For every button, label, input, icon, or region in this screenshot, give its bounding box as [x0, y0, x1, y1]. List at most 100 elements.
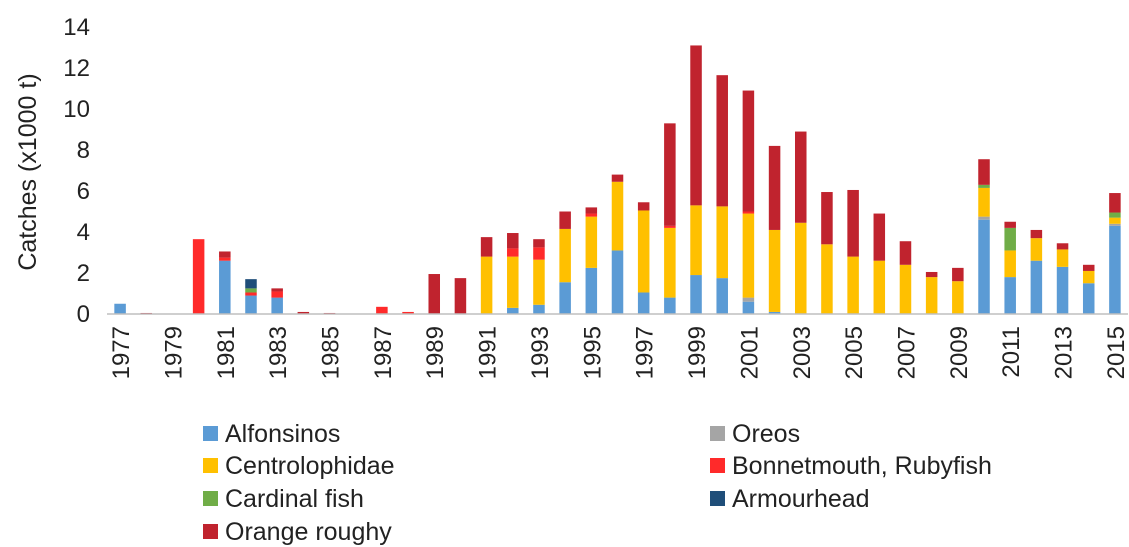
legend-item-alfonsinos: Alfonsinos — [203, 420, 340, 448]
legend-swatch — [710, 458, 725, 473]
bar-segment-orange-roughy — [611, 174, 624, 182]
bar-segment-bonnetmouth-rubyfish — [402, 311, 414, 314]
bar-segment-orange-roughy — [1030, 229, 1043, 239]
legend: Alfonsinos Centrolophidae Cardinal fish Ora… — [203, 420, 992, 546]
bar-segment-alfonsinos — [716, 278, 728, 314]
y-tick-label: 6 — [77, 178, 90, 205]
bar-segment-orange-roughy — [821, 192, 833, 245]
bar-segment-orange-roughy — [768, 145, 781, 230]
x-axis-ticks: 1977 1979 1981 1983 1985 1987 1989 1991 1993 1995… — [108, 326, 1129, 379]
bar-segment-orange-roughy — [847, 189, 859, 257]
bar-segment-centrolophidae — [585, 216, 598, 268]
bar-segment-centrolophidae — [1004, 250, 1016, 278]
legend-label: Orange roughy — [225, 518, 392, 546]
x-tick-label: 1993 — [527, 326, 554, 379]
y-axis-ticks: 0 2 4 6 8 10 12 14 — [63, 14, 90, 328]
bar-segment-alfonsinos — [271, 297, 283, 314]
y-axis-label: Catches (x1000 t) — [14, 73, 42, 270]
y-tick-label: 0 — [77, 301, 90, 328]
bar-segment-orange-roughy — [1109, 193, 1121, 213]
bar-segment-orange-roughy — [899, 241, 912, 265]
x-tick-label: 1989 — [422, 326, 449, 379]
bar-segment-orange-roughy — [1004, 221, 1016, 228]
legend-label: Armourhead — [732, 485, 870, 513]
bar-segment-alfonsinos — [1056, 266, 1069, 314]
bar-segment-centrolophidae — [1030, 238, 1043, 261]
legend-swatch — [710, 491, 725, 506]
bar-segment-alfonsinos — [690, 275, 702, 314]
y-tick-label: 10 — [63, 96, 90, 123]
bar-segment-orange-roughy — [454, 278, 467, 314]
x-tick-label: 1979 — [160, 326, 187, 379]
legend-swatch — [203, 491, 218, 506]
bar-segment-centrolophidae — [664, 227, 676, 298]
legend-label: Bonnetmouth, Rubyfish — [732, 452, 992, 480]
bar-segment-centrolophidae — [952, 281, 964, 314]
legend-label: Oreos — [732, 420, 800, 448]
legend-item-bonnetmouth-rubyfish: Bonnetmouth, Rubyfish — [710, 452, 992, 480]
bar-segment-orange-roughy — [742, 90, 755, 212]
bar-segment-alfonsinos — [768, 311, 781, 314]
legend-label: Alfonsinos — [225, 420, 340, 448]
bar-segment-centrolophidae — [925, 277, 938, 314]
bar-segment-orange-roughy — [559, 211, 571, 229]
bar-segment-orange-roughy — [664, 123, 676, 226]
bar-segment-alfonsinos — [245, 295, 257, 314]
bar-segment-alfonsinos — [114, 303, 126, 314]
bar-segment-orange-roughy — [1056, 243, 1069, 250]
x-tick-label: 1997 — [632, 326, 659, 379]
bar-segment-orange-roughy — [978, 159, 990, 185]
legend-label: Cardinal fish — [225, 485, 364, 513]
bar-segment-orange-roughy — [480, 237, 493, 257]
bar-segment-centrolophidae — [637, 210, 650, 293]
bar-segment-bonnetmouth-rubyfish — [585, 213, 598, 217]
bar-segment-oreos — [978, 216, 990, 220]
bar-segment-alfonsinos — [219, 260, 231, 314]
bar-segment-orange-roughy — [585, 207, 598, 214]
legend-swatch — [710, 426, 725, 441]
x-tick-label: 1977 — [108, 326, 135, 379]
bar-segment-centrolophidae — [690, 205, 702, 276]
bar-segment-centrolophidae — [533, 259, 545, 305]
legend-item-orange-roughy: Orange roughy — [203, 518, 392, 546]
x-tick-label: 2003 — [789, 326, 816, 379]
bar-segment-centrolophidae — [794, 222, 807, 314]
bar-segment-centrolophidae — [611, 181, 624, 251]
bar-segment-alfonsinos — [611, 250, 624, 314]
bar-segment-centrolophidae — [768, 229, 781, 312]
bar-segment-orange-roughy — [925, 271, 938, 278]
bar-segment-alfonsinos — [1082, 283, 1095, 314]
bar-segment-alfonsinos — [1030, 260, 1043, 314]
x-tick-label: 2013 — [1051, 326, 1078, 379]
x-tick-label: 2015 — [1103, 326, 1129, 379]
bar-segment-alfonsinos — [742, 301, 755, 314]
legend-swatch — [203, 458, 218, 473]
bar-segment-bonnetmouth-rubyfish — [219, 257, 231, 261]
x-tick-label: 1999 — [684, 326, 711, 379]
bar-segment-orange-roughy — [637, 202, 650, 211]
x-tick-label: 2011 — [998, 326, 1025, 378]
bar-segment-cardinal-fish — [245, 288, 257, 293]
legend-item-cardinal-fish: Cardinal fish — [203, 485, 364, 513]
x-tick-label: 1983 — [265, 326, 292, 379]
bar-segment-orange-roughy — [1082, 264, 1095, 271]
bar-segment-centrolophidae — [1056, 249, 1069, 267]
bar-segment-bonnetmouth-rubyfish — [742, 211, 755, 214]
bar-segment-oreos — [1109, 223, 1121, 226]
bar-segment-bonnetmouth-rubyfish — [507, 248, 519, 257]
bar-segment-centrolophidae — [978, 187, 990, 217]
bar-segment-bonnetmouth-rubyfish — [376, 306, 388, 314]
bar-segment-cardinal-fish — [978, 184, 990, 188]
x-tick-label: 2001 — [736, 326, 763, 379]
x-tick-label: 2007 — [893, 326, 920, 379]
x-tick-label: 1987 — [370, 326, 397, 379]
x-tick-label: 1991 — [475, 326, 502, 379]
bar-segment-orange-roughy — [690, 45, 702, 206]
bar-segment-centrolophidae — [1082, 270, 1095, 284]
x-tick-label: 2005 — [841, 326, 868, 379]
bar-segment-centrolophidae — [873, 260, 886, 314]
bar-segment-orange-roughy — [952, 267, 964, 282]
bar-segment-centrolophidae — [507, 256, 519, 308]
bar-segment-alfonsinos — [559, 282, 571, 314]
bar-segment-alfonsinos — [533, 304, 545, 314]
